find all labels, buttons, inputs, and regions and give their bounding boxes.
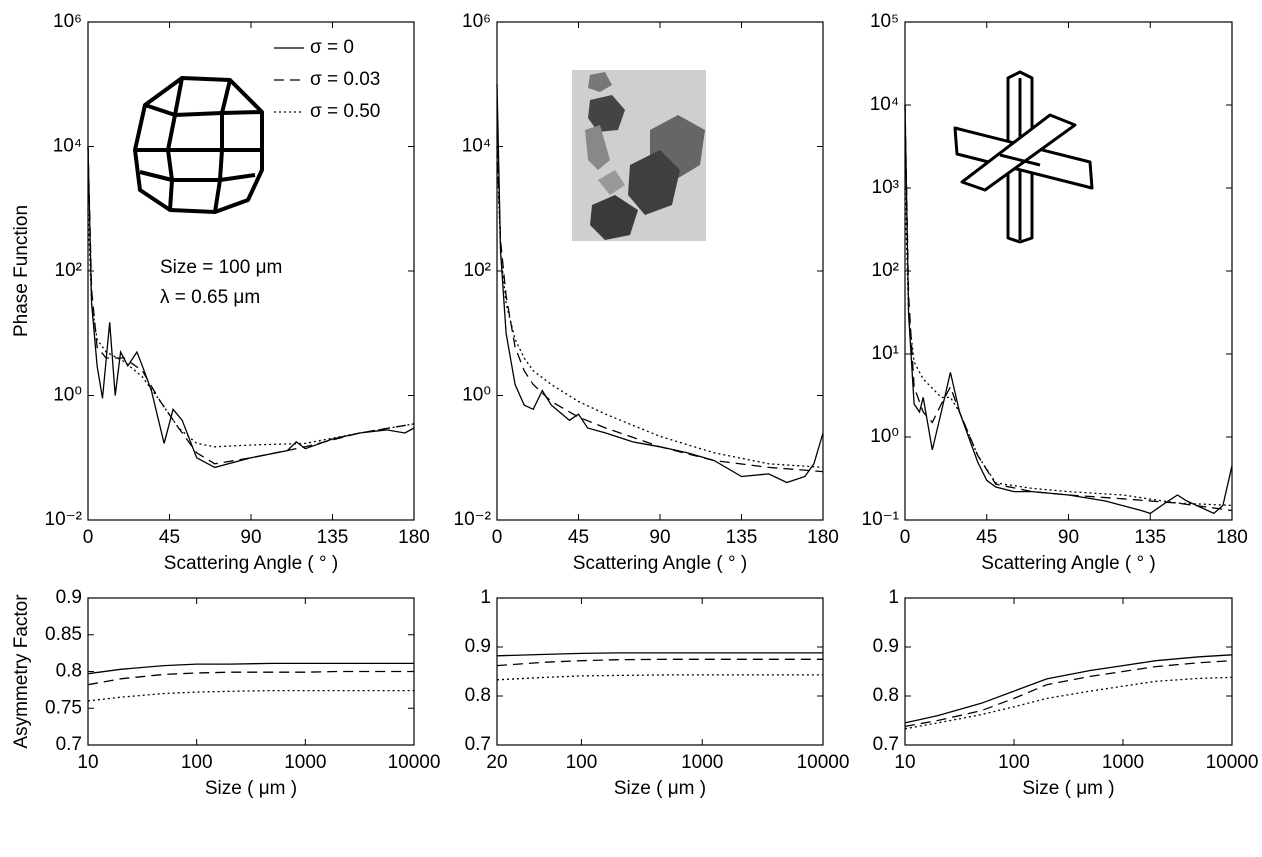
y-tick-label: 10¹ [872,343,899,364]
annotation: λ = 0.65 μm [160,287,260,308]
y-tick-label: 0.8 [873,685,899,706]
x-tick-label: 180 [807,527,839,548]
y-tick-label: 0.7 [873,734,899,755]
y-tick-label: 10⁴ [53,136,82,157]
inset-polyhedron [133,76,264,214]
y-tick-label: 0.7 [56,734,82,755]
plot-frame [904,597,1233,746]
series-line [87,689,414,702]
x-tick-label: 45 [159,527,180,548]
x-axis-label: Size ( μm ) [614,778,706,799]
y-tick-label: 10⁴ [462,136,491,157]
series-line [904,660,1233,728]
series-line [904,654,1233,724]
series-line [496,146,824,473]
x-tick-label: 135 [317,527,349,548]
x-tick-label: 0 [83,527,94,548]
y-tick-label: 10⁶ [462,11,491,32]
y-tick-label: 10² [55,260,82,281]
y-tick-label: 0.85 [45,624,82,645]
y-tick-label: 0.75 [45,697,82,718]
y-tick-label: 10² [464,260,491,281]
y-tick-label: 10⁻¹ [862,509,900,530]
x-tick-label: 90 [1058,527,1079,548]
legend-label: σ = 0 [310,37,354,58]
y-tick-label: 1 [888,587,899,608]
plot-frame [496,597,824,746]
y-tick-label: 0.9 [56,587,82,608]
x-tick-label: 1000 [681,752,723,773]
plot-frame [904,21,1233,521]
series-line [904,104,1233,515]
x-tick-label: 0 [900,527,911,548]
plot-frame [496,21,824,521]
series-line [496,652,823,657]
series-line [87,146,415,465]
x-tick-label: 100 [998,752,1030,773]
x-tick-label: 45 [568,527,589,548]
x-tick-label: 100 [566,752,598,773]
x-tick-label: 90 [649,527,670,548]
x-axis-label: Scattering Angle ( ° ) [573,553,747,574]
x-tick-label: 20 [486,752,507,773]
series-line [496,84,824,484]
y-tick-label: 10⁰ [462,385,491,406]
series-line [87,662,414,675]
series-line [496,658,823,667]
x-tick-label: 90 [240,527,261,548]
y-tick-label: 10⁴ [870,94,899,115]
y-tick-label: 10⁵ [870,11,899,32]
x-tick-label: 1000 [1102,752,1144,773]
y-axis-label: Phase Function [11,205,32,337]
x-tick-label: 135 [726,527,758,548]
legend-label: σ = 0.03 [310,69,380,90]
y-tick-label: 0.9 [873,636,899,657]
y-tick-label: 0.8 [465,685,491,706]
y-tick-label: 10⁻² [454,509,492,530]
series-line [496,674,823,681]
y-tick-label: 0.8 [56,661,82,682]
inset-aggregate [572,70,706,241]
y-tick-label: 1 [480,587,491,608]
x-tick-label: 180 [398,527,430,548]
plot-frame [87,21,415,521]
series-line [904,676,1233,730]
y-tick-label: 10⁰ [53,385,82,406]
y-tick-label: 10⁶ [53,11,82,32]
x-tick-label: 10000 [797,752,850,773]
y-tick-label: 10² [872,260,899,281]
series-line [87,670,414,686]
x-tick-label: 10 [77,752,98,773]
x-tick-label: 45 [976,527,997,548]
y-axis-label: Asymmetry Factor [11,594,32,749]
x-tick-label: 135 [1134,527,1166,548]
series-line [87,208,415,448]
annotation: Size = 100 μm [160,257,282,278]
x-tick-label: 1000 [284,752,326,773]
x-tick-label: 0 [492,527,503,548]
inset-rosette [953,70,1094,244]
x-axis-label: Size ( μm ) [1022,778,1114,799]
x-axis-label: Size ( μm ) [205,778,297,799]
series-line [496,146,824,469]
y-tick-label: 0.7 [465,734,491,755]
y-tick-label: 0.9 [465,636,491,657]
x-tick-label: 10000 [1206,752,1259,773]
series-line [87,146,415,469]
y-tick-label: 10³ [872,177,899,198]
series-line [904,187,1233,507]
x-tick-label: 100 [181,752,213,773]
y-tick-label: 10⁰ [870,426,899,447]
y-tick-label: 10⁻² [45,509,83,530]
x-axis-label: Scattering Angle ( ° ) [164,553,338,574]
legend-label: σ = 0.50 [310,101,380,122]
x-tick-label: 10 [894,752,915,773]
x-tick-label: 180 [1216,527,1248,548]
x-axis-label: Scattering Angle ( ° ) [981,553,1155,574]
x-tick-label: 10000 [388,752,441,773]
